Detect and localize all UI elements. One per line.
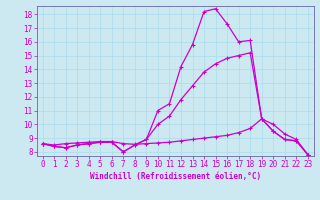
X-axis label: Windchill (Refroidissement éolien,°C): Windchill (Refroidissement éolien,°C) <box>90 172 261 181</box>
